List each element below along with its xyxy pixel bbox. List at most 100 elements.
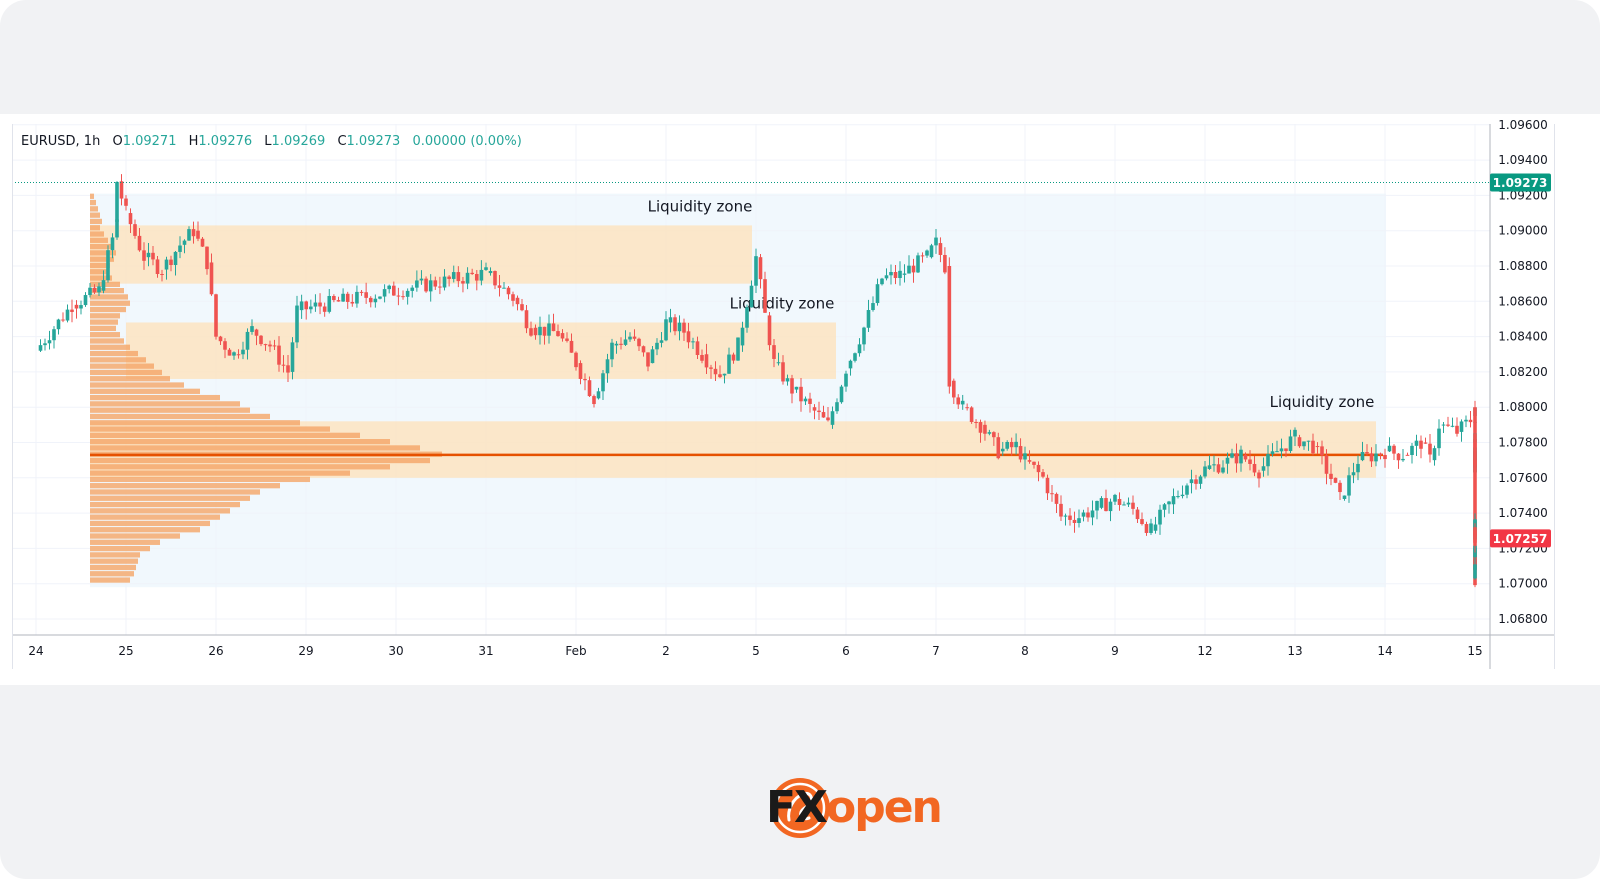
- candle-body: [682, 322, 686, 333]
- time-tick-label: 13: [1287, 644, 1302, 658]
- candle-body: [332, 296, 336, 301]
- candle-body: [1455, 425, 1459, 434]
- candle-body: [1194, 479, 1198, 484]
- candle-body: [1365, 452, 1369, 454]
- candle-body: [1113, 494, 1117, 502]
- candle-body: [214, 294, 218, 337]
- candle-body: [359, 291, 364, 293]
- volume-profile-bar: [90, 350, 138, 357]
- candle-body: [911, 265, 916, 273]
- volume-profile-bar: [90, 319, 118, 325]
- candle-body: [969, 407, 974, 423]
- candle-body: [938, 243, 943, 255]
- volume-profile-bar: [90, 275, 112, 281]
- candle-body: [956, 397, 961, 405]
- candle-body: [223, 341, 227, 350]
- candle-body: [1000, 448, 1005, 452]
- candle-body: [47, 340, 52, 344]
- candle-body: [1473, 407, 1477, 434]
- candle-body: [605, 359, 610, 374]
- candle-body: [929, 245, 934, 258]
- price-tick-label: 1.08600: [1498, 294, 1548, 308]
- candle-body: [1090, 510, 1095, 518]
- candle-body: [1306, 440, 1311, 442]
- time-tick-label: 12: [1197, 644, 1212, 658]
- volume-profile-bar: [90, 332, 120, 338]
- candle-body: [655, 342, 659, 350]
- candle-body: [1248, 459, 1252, 464]
- candle-body: [839, 386, 844, 403]
- price-tick-label: 1.06800: [1498, 612, 1548, 626]
- candle-body: [628, 336, 632, 340]
- candle-body: [1095, 500, 1099, 511]
- volume-profile-bar: [90, 338, 124, 344]
- candle-body: [862, 327, 866, 345]
- time-tick-label: 15: [1467, 644, 1482, 658]
- candle-body: [56, 319, 61, 330]
- volume-profile-bar: [90, 206, 98, 212]
- candle-body: [1032, 461, 1036, 465]
- candle-body: [754, 256, 758, 286]
- candle-body: [736, 337, 740, 361]
- price-tick-label: 1.07400: [1498, 506, 1548, 520]
- candle-body: [245, 331, 250, 350]
- price-tick-label: 1.09400: [1498, 153, 1548, 167]
- candle-body: [1018, 446, 1023, 460]
- volume-profile-bar: [90, 470, 350, 476]
- candle-body: [368, 297, 373, 303]
- candle-body: [392, 285, 396, 296]
- candle-body: [1185, 485, 1189, 495]
- candle-body: [424, 278, 428, 292]
- candle-body: [205, 246, 209, 270]
- candle-body: [556, 331, 560, 337]
- chart-panel: Liquidity zone Liquidity zone Liquidity zo…: [0, 114, 1600, 685]
- volume-profile-bar: [90, 288, 124, 294]
- candle-body: [1063, 515, 1068, 517]
- candle-body: [596, 391, 601, 399]
- candle-body: [1446, 424, 1450, 426]
- candle-body: [1302, 441, 1306, 447]
- fxopen-logo-icon: [770, 778, 830, 838]
- candle-body: [853, 353, 857, 361]
- candle-body: [547, 323, 551, 336]
- candle-body: [259, 335, 263, 345]
- volume-profile-bar: [90, 520, 210, 527]
- candle-body: [907, 265, 911, 274]
- candle-body: [835, 402, 839, 412]
- candle-body: [428, 280, 433, 292]
- candlestick-chart[interactable]: Liquidity zone Liquidity zone Liquidity zo…: [0, 114, 1600, 685]
- candle-body: [38, 345, 43, 351]
- time-tick-label: 25: [118, 644, 133, 658]
- candle-body: [664, 319, 668, 341]
- candle-body: [1225, 457, 1230, 464]
- candle-body: [817, 410, 821, 413]
- candle-body: [92, 287, 97, 293]
- symbol-label[interactable]: EURUSD, 1h: [21, 134, 101, 149]
- candle-body: [943, 254, 947, 273]
- candle-body: [524, 310, 529, 329]
- price-tag-label: 1.07257: [1493, 532, 1548, 546]
- candle-body: [295, 305, 299, 343]
- ohlc-legend: EURUSD, 1h O1.09271 H1.09276 L1.09269 C1…: [21, 134, 522, 149]
- volume-profile-bar: [90, 501, 240, 508]
- candle-body: [313, 302, 318, 307]
- volume-profile-bar: [90, 262, 110, 269]
- candle-body: [893, 272, 898, 279]
- candle-body: [1189, 479, 1194, 484]
- candle-body: [996, 437, 1001, 459]
- volume-profile-bar: [90, 489, 260, 495]
- candle-body: [470, 272, 474, 275]
- candle-body: [304, 301, 309, 310]
- candle-body: [309, 306, 313, 310]
- price-tick-label: 1.08400: [1498, 330, 1548, 344]
- candle-body: [857, 344, 862, 354]
- candle-body: [1009, 441, 1014, 448]
- time-tick-label: 7: [932, 644, 940, 658]
- candle-body: [196, 230, 200, 239]
- candle-body: [142, 250, 146, 261]
- candle-body: [659, 340, 664, 343]
- time-tick-label: 8: [1021, 644, 1029, 658]
- candle-body: [1023, 453, 1027, 460]
- candle-body: [378, 296, 382, 299]
- candle-body: [677, 322, 682, 332]
